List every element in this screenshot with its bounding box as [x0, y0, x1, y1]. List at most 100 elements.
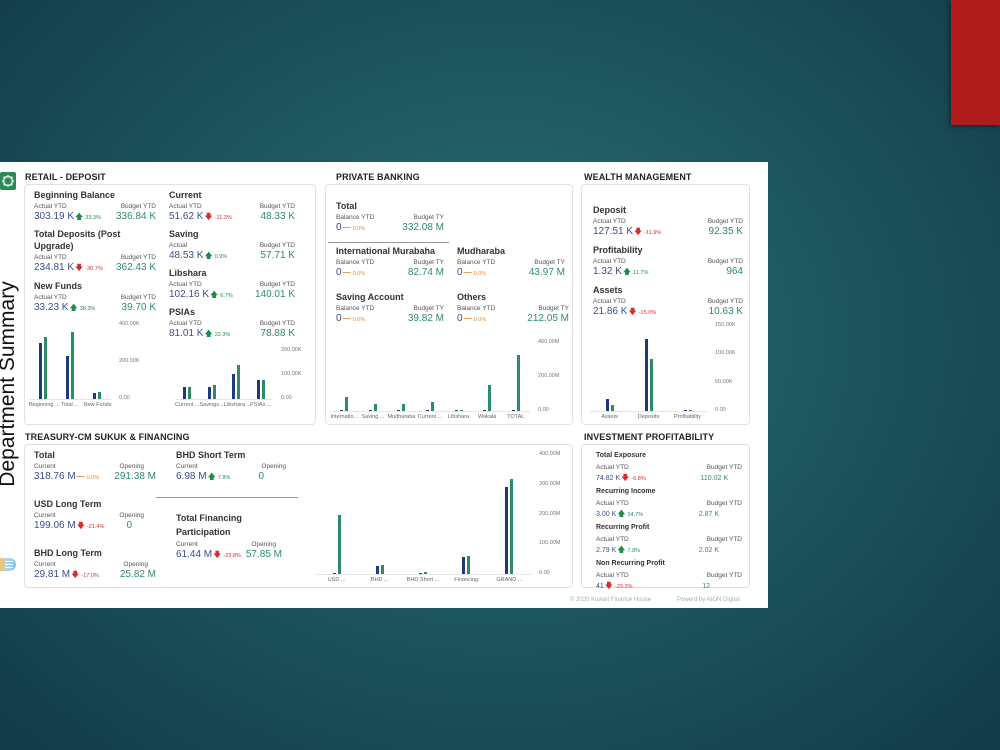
kpi-wm-profitability: Profitability Actual YTD Budget YTD 1.32 … — [593, 245, 743, 277]
bar-budget[interactable] — [402, 403, 406, 411]
kpi-ip-non-recurring-profit: Non Recurring Profit Actual YTD Budget YT… — [596, 560, 742, 590]
bar-current[interactable] — [424, 571, 427, 574]
x-axis-label: TOTAL — [507, 414, 525, 420]
bar-balance[interactable] — [340, 410, 344, 411]
bar-opening[interactable] — [419, 573, 422, 574]
bar-current[interactable] — [380, 565, 384, 574]
kpi-ip-recurring-profit: Recurring Profit Actual YTD Budget YTD 2.… — [596, 524, 742, 554]
y-axis-tick: 0.00 — [281, 395, 292, 401]
x-axis-label: BHD Short ... — [406, 577, 440, 583]
x-axis-label: Profitability — [674, 414, 701, 420]
treasury-card: Total Current Opening 318.76 M— 0.0% 291.38… — [24, 444, 573, 588]
bar-budget[interactable] — [373, 404, 377, 411]
x-axis-label: USD ... — [327, 577, 346, 583]
arrow-up-icon: 🡅 — [204, 251, 213, 260]
bar-balance[interactable] — [426, 410, 429, 411]
bar-actual[interactable] — [232, 374, 236, 399]
arrow-down-icon: 🡇 — [71, 570, 80, 579]
bar-budget[interactable] — [261, 380, 265, 399]
bar-balance[interactable] — [454, 410, 458, 411]
bar-budget[interactable] — [71, 331, 74, 399]
arrow-down-icon: 🡇 — [628, 307, 637, 316]
section-title-private-banking: PRIVATE BANKING — [336, 172, 420, 182]
bar-budget[interactable] — [237, 365, 241, 399]
retail-chart-b: 0.00 100.00K 200.00K Current ... Savings ...… — [175, 347, 313, 411]
bar-actual[interactable] — [93, 392, 97, 399]
divider — [328, 242, 449, 243]
bar-budget[interactable] — [688, 410, 692, 411]
arrow-down-icon: 🡇 — [634, 227, 643, 236]
bar-actual[interactable] — [605, 398, 609, 411]
bar-current[interactable] — [467, 555, 471, 574]
bar-actual[interactable] — [38, 342, 42, 399]
bar-budget[interactable] — [610, 404, 614, 411]
arrow-up-icon: 🡅 — [617, 509, 626, 518]
kpi-ip-total-exposure: Total Exposure Actual YTD Budget YTD 74.8… — [596, 452, 742, 482]
bar-opening[interactable] — [462, 556, 466, 574]
kpi-tr-usd-long-term: USD Long Term Current Opening 199.06 M🡇 -2… — [34, 499, 144, 531]
chart-baseline — [29, 399, 111, 400]
kpi-tr-bhd-short-term: BHD Short Term Current Opening 6.98 M🡅 7.8… — [176, 450, 286, 482]
bar-budget[interactable] — [188, 387, 192, 399]
bar-budget[interactable] — [488, 385, 492, 411]
arrow-up-icon: 🡅 — [75, 212, 84, 221]
bar-budget[interactable] — [649, 358, 653, 411]
investment-profitability-card: Total Exposure Actual YTD Budget YTD 74.8… — [581, 444, 750, 590]
chart-baseline — [330, 411, 530, 412]
bar-budget[interactable] — [98, 391, 102, 399]
bar-balance[interactable] — [511, 410, 515, 411]
dash-icon: — — [342, 223, 351, 232]
section-title-retail: RETAIL - DEPOSIT — [25, 172, 106, 182]
kpi-pb-others: Others Balance YTD Budget TY 0— 0.0% 212.05… — [457, 292, 569, 324]
y-axis-tick: 100.00K — [281, 371, 302, 377]
bar-balance[interactable] — [483, 410, 487, 411]
bar-actual[interactable] — [183, 386, 187, 399]
y-axis-tick: 0.00 — [715, 407, 726, 413]
section-title-wealth-management: WEALTH MANAGEMENT — [584, 172, 692, 182]
private-banking-card: Total Balance YTD Budget TY 0— 0.0% 332.08 … — [325, 184, 573, 425]
kpi-tr-total: Total Current Opening 318.76 M— 0.0% 291.38… — [34, 450, 156, 482]
y-axis-tick: 200.00M — [538, 373, 560, 379]
private-banking-chart: 0.00 200.00M 400.00M Internatio... Saving ..… — [330, 339, 570, 423]
x-axis-label: Saving ... — [361, 414, 385, 420]
x-axis-label: BHD ... — [370, 577, 389, 583]
bar-opening[interactable] — [332, 573, 336, 574]
dash-icon: — — [463, 314, 472, 323]
wealth-management-card: Deposit Actual YTD Budget YTD 127.51 K🡇 -1… — [581, 184, 750, 425]
bar-actual[interactable] — [207, 387, 211, 399]
divider — [156, 497, 298, 498]
arrow-up-icon: 🡅 — [210, 290, 219, 299]
kpi-psias: PSIAs Actual YTD Budget YTD 81.01 K🡅 22.3%… — [169, 307, 295, 339]
bar-current[interactable] — [510, 479, 514, 574]
retail-card: Beginning Balance Actual YTD Budget YTD 3… — [24, 184, 316, 425]
dash-icon: — — [342, 314, 351, 323]
bar-actual[interactable] — [683, 410, 687, 411]
arrow-up-icon: 🡅 — [204, 329, 213, 338]
chart-baseline — [590, 411, 707, 412]
bar-balance[interactable] — [397, 410, 401, 411]
kfh-logo-icon[interactable] — [0, 172, 16, 190]
bar-budget[interactable] — [43, 336, 47, 399]
y-axis-tick: 300.00M — [539, 480, 561, 487]
x-axis-label: Internatio... — [330, 414, 359, 420]
bar-budget[interactable] — [516, 354, 520, 411]
bar-budget[interactable] — [431, 402, 434, 411]
bar-actual[interactable] — [644, 338, 648, 411]
bar-budget[interactable] — [345, 396, 349, 411]
bar-budget[interactable] — [459, 409, 463, 411]
bar-actual[interactable] — [256, 379, 260, 399]
arrow-down-icon: 🡇 — [204, 212, 213, 221]
bar-balance[interactable] — [368, 410, 372, 411]
bar-opening[interactable] — [505, 487, 509, 574]
arrow-down-icon: 🡇 — [213, 550, 222, 559]
sidebar: Department Summary — [0, 162, 22, 608]
bar-opening[interactable] — [375, 566, 379, 574]
bar-actual[interactable] — [66, 355, 69, 399]
x-axis-label: Assets — [601, 414, 618, 420]
y-axis-tick: 100.00K — [715, 350, 736, 357]
y-axis-tick: 0.00 — [539, 570, 550, 576]
menu-icon[interactable] — [0, 558, 16, 571]
bar-current[interactable] — [337, 514, 341, 574]
bar-budget[interactable] — [212, 385, 216, 399]
x-axis-label: Mudharaba — [387, 414, 416, 420]
